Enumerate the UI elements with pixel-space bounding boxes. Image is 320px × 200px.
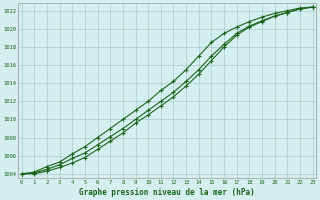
- X-axis label: Graphe pression niveau de la mer (hPa): Graphe pression niveau de la mer (hPa): [79, 188, 255, 197]
